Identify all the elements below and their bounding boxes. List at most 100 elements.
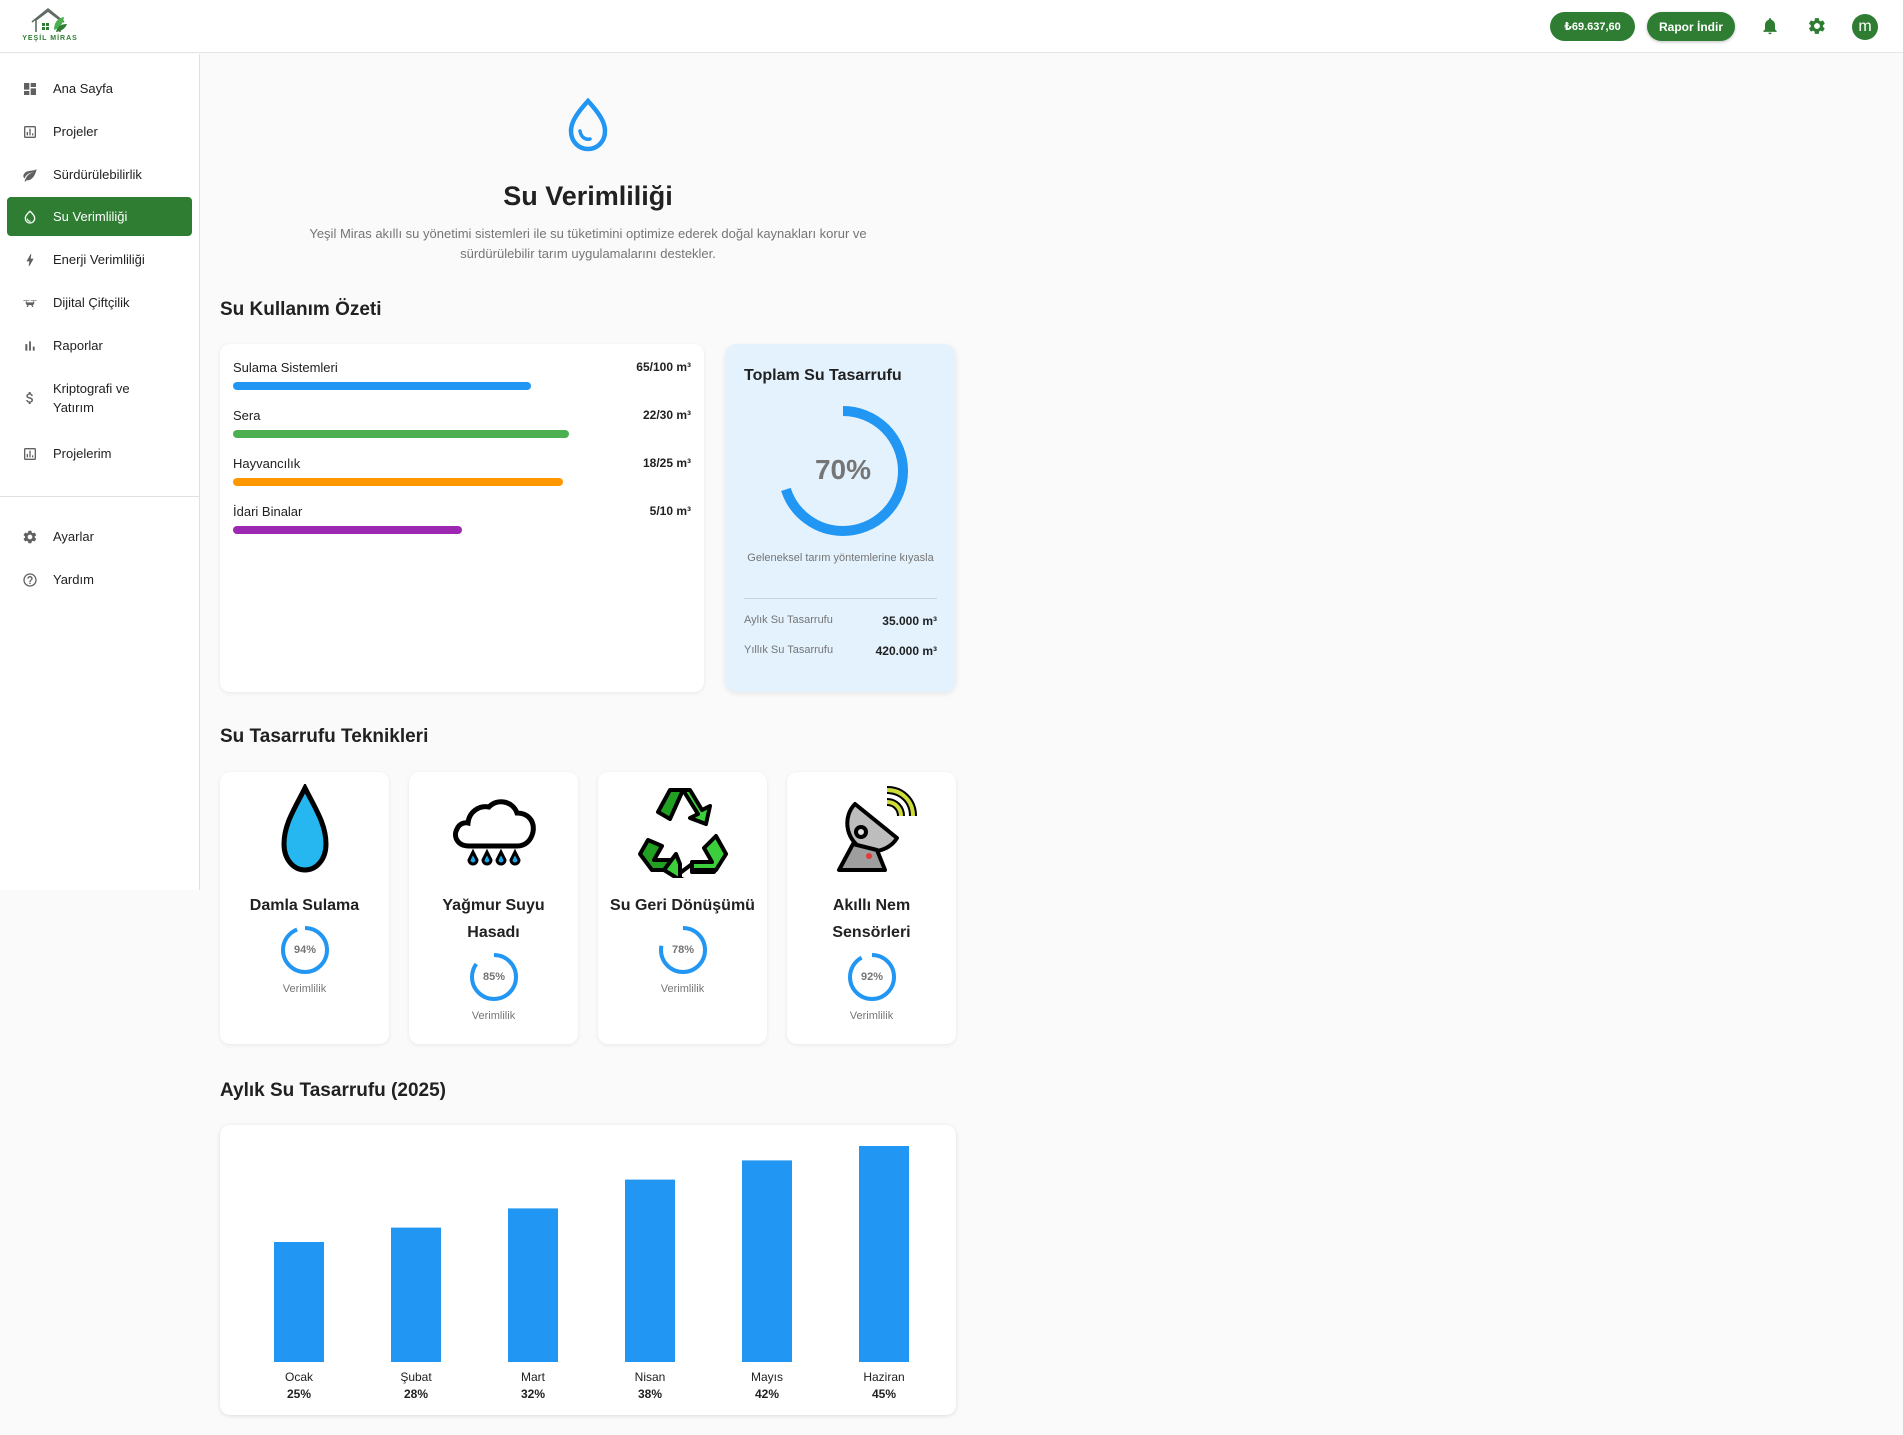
- chart-box-icon: [24, 125, 36, 138]
- chart-box-icon: [24, 447, 36, 460]
- bell-icon[interactable]: [1760, 16, 1780, 36]
- usage-label: Hayvancılık: [233, 456, 301, 471]
- technique-name: Su Geri Dönüşümü: [610, 897, 755, 914]
- chart-value-label: 32%: [521, 1387, 545, 1401]
- gear-icon: [23, 530, 37, 543]
- usage-progress-fill: [233, 478, 563, 486]
- usage-value: 18/25 m³: [642, 456, 691, 470]
- leaf-icon: [23, 168, 37, 182]
- usage-label: İdari Binalar: [233, 504, 303, 519]
- gear-icon[interactable]: [1807, 16, 1827, 36]
- usage-progress-fill: [233, 430, 569, 438]
- chart-bar-1: [274, 1242, 324, 1362]
- technique-card-su-geri-donusumu[interactable]: Su Geri Dönüşümü 78% Verimlilik: [598, 772, 767, 1044]
- sidebar-item-label: Ayarlar: [53, 529, 94, 544]
- sidebar-item-projelerim[interactable]: Projelerim: [7, 434, 192, 473]
- sidebar-item-label: Raporlar: [53, 338, 103, 353]
- technique-percent: 94%: [293, 944, 317, 956]
- usage-value: 22/30 m³: [642, 408, 691, 422]
- bar-chart-icon: [25, 340, 35, 351]
- water-drop-icon: [24, 209, 36, 224]
- technique-percent: 85%: [482, 971, 506, 983]
- satellite-dish-icon: [837, 786, 917, 872]
- bolt-icon: [26, 253, 34, 266]
- chart-value-label: 45%: [872, 1387, 896, 1401]
- sidebar-item-ana-sayfa[interactable]: Ana Sayfa: [7, 69, 192, 108]
- technique-card-yagmur-suyu[interactable]: Yağmur Suyu Hasadı 85% Verimlilik: [409, 772, 578, 1044]
- sidebar-item-yardim[interactable]: Yardım: [7, 560, 192, 599]
- section-title-monthly: Aylık Su Tasarrufu (2025): [220, 1080, 446, 1101]
- chart-bar-3: [508, 1208, 558, 1362]
- chart-value-label: 38%: [638, 1387, 662, 1401]
- sidebar-item-enerji-verimliligi[interactable]: Enerji Verimliliği: [7, 240, 192, 279]
- monthly-savings-label: Aylık Su Tasarrufu: [744, 614, 833, 626]
- technique-card-akilli-nem[interactable]: Akıllı Nem Sensörleri 92% Verimlilik: [787, 772, 956, 1044]
- balance-badge[interactable]: ₺69.637,60: [1550, 12, 1635, 41]
- rain-cloud-icon: [453, 799, 536, 866]
- usage-progress: [233, 478, 691, 486]
- chart-value-label: 42%: [755, 1387, 779, 1401]
- sidebar-item-label: Enerji Verimliliği: [53, 252, 145, 267]
- sidebar-item-label: Projeler: [53, 124, 98, 139]
- drone-icon: [23, 299, 37, 307]
- technique-card-damla-sulama[interactable]: Damla Sulama 94% Verimlilik: [220, 772, 389, 1044]
- sidebar-item-projeler[interactable]: Projeler: [7, 112, 192, 151]
- chart-category-label: Şubat: [400, 1370, 432, 1384]
- technique-percent: 78%: [671, 944, 695, 956]
- monthly-savings-row: Aylık Su Tasarrufu 35.000 m³: [744, 614, 937, 628]
- yearly-savings-row: Yıllık Su Tasarrufu 420.000 m³: [744, 644, 937, 658]
- technique-sub: Verimlilik: [849, 1010, 894, 1022]
- chart-bar-6: [859, 1146, 909, 1362]
- sidebar-item-label: Projelerim: [53, 446, 112, 461]
- total-savings-card: Toplam Su Tasarrufu 70% Geleneksel tarım…: [725, 344, 956, 692]
- report-download-button[interactable]: Rapor İndir: [1647, 12, 1735, 41]
- savings-percent: 70%: [814, 454, 872, 485]
- recycle-icon: [638, 788, 728, 878]
- usage-value: 65/100 m³: [636, 360, 691, 374]
- usage-summary-card: Sulama Sistemleri 65/100 m³ Sera 22/30 m…: [220, 344, 704, 692]
- help-circle-icon: [23, 572, 37, 587]
- sidebar-item-label: Sürdürülebilirlik: [53, 167, 142, 182]
- sidebar-item-su-verimliligi[interactable]: Su Verimliliği: [7, 197, 192, 236]
- section-title-usage: Su Kullanım Özeti: [220, 299, 382, 320]
- usage-label: Sulama Sistemleri: [233, 360, 338, 375]
- sidebar-item-surdurulebilirlik[interactable]: Sürdürülebilirlik: [7, 155, 192, 194]
- chart-category-label: Mart: [521, 1370, 546, 1384]
- sidebar-item-dijital-ciftcilik[interactable]: Dijital Çiftçilik: [7, 283, 192, 322]
- sidebar-item-raporlar[interactable]: Raporlar: [7, 326, 192, 365]
- top-bar: YEŞİL MİRAS ₺69.637,60 Rapor İndir m: [0, 0, 1903, 53]
- savings-note: Geleneksel tarım yöntemlerine kıyasla: [747, 552, 934, 564]
- usage-progress-fill: [233, 526, 462, 534]
- yearly-savings-value: 420.000 m³: [875, 644, 937, 658]
- sidebar-divider: [0, 496, 199, 497]
- efficiency-ring: [659, 926, 707, 974]
- monthly-savings-bar-chart: Ocak 25% Şubat 28% Mart 32% Nisan 38% Mayıs 42% Ha…: [274, 1146, 909, 1401]
- brand-logo[interactable]: YEŞİL MİRAS: [20, 6, 80, 46]
- user-avatar[interactable]: m: [1852, 14, 1878, 40]
- dollar-icon: [26, 392, 33, 404]
- chart-category-label: Mayıs: [751, 1370, 783, 1384]
- usage-progress: [233, 526, 691, 534]
- monthly-savings-value: 35.000 m³: [882, 614, 937, 628]
- sidebar-item-ayarlar[interactable]: Ayarlar: [7, 517, 192, 556]
- brand-name: YEŞİL MİRAS: [22, 35, 78, 42]
- usage-label: Sera: [233, 408, 261, 423]
- usage-progress-fill: [233, 382, 531, 390]
- chart-bar-5: [742, 1160, 792, 1362]
- chart-value-label: 25%: [287, 1387, 311, 1401]
- sidebar-item-label: Ana Sayfa: [53, 81, 113, 96]
- water-drop-icon: [568, 97, 608, 152]
- sidebar: Ana Sayfa Projeler Sürdürülebilirlik Su …: [0, 54, 200, 890]
- sidebar-item-label: Yardım: [53, 572, 94, 587]
- house-leaf-icon: [31, 7, 67, 32]
- sidebar-item-kriptografi[interactable]: Kriptografi ve Yatırım: [7, 376, 192, 420]
- page-description: Yeşil Miras akıllı su yönetimi sistemler…: [309, 226, 867, 261]
- technique-name: Yağmur Suyu Hasadı: [442, 897, 545, 941]
- technique-sub: Verimlilik: [282, 983, 327, 995]
- chart-category-label: Ocak: [285, 1370, 314, 1384]
- savings-title: Toplam Su Tasarrufu: [744, 367, 902, 384]
- technique-name: Damla Sulama: [249, 897, 360, 914]
- sidebar-item-label: Su Verimliliği: [53, 209, 128, 224]
- water-drop-icon: [281, 784, 329, 873]
- efficiency-ring: [281, 926, 329, 974]
